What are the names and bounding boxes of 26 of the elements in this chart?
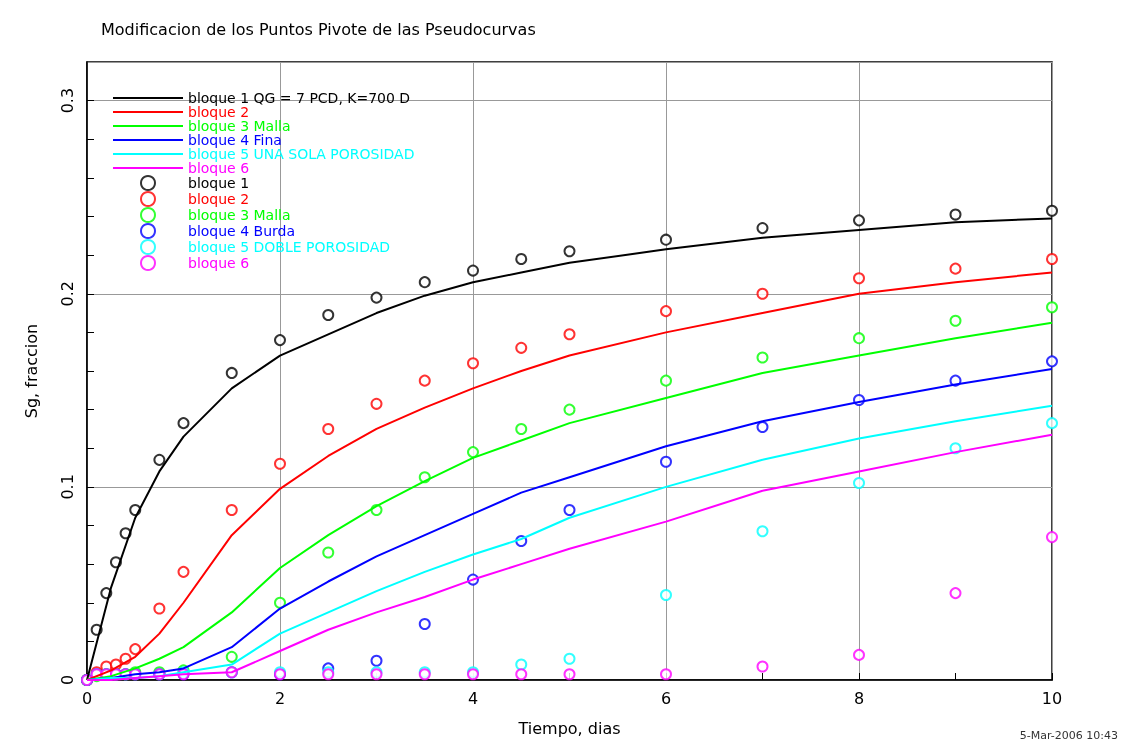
y-tick-label: 0.1 [57,474,77,500]
legend-label: bloque 3 Malla [188,118,291,134]
legend-label: bloque 2 [188,104,250,120]
x-tick-label: 10 [1041,688,1063,708]
legend-label: bloque 3 Malla [188,207,291,223]
legend-label: bloque 1 [188,175,250,191]
y-axis-title: Sg, fraccion [21,323,41,419]
x-tick-label: 4 [467,688,479,708]
x-axis-title: Tiempo, dias [517,718,621,738]
legend-label: bloque 4 Fina [188,132,282,148]
y-tick-label: 0.2 [57,281,77,307]
legend-label: bloque 6 [188,160,250,176]
y-tick-label: 0 [57,674,77,686]
x-tick-label: 0 [81,688,93,708]
legend-label: bloque 6 [188,255,250,271]
legend-label: bloque 5 DOBLE POROSIDAD [188,239,391,255]
x-tick-label: 8 [853,688,865,708]
x-tick-label: 6 [660,688,672,708]
text: 5-Mar-2006 10:43 [1019,729,1119,742]
legend-label: bloque 5 UNA SOLA POROSIDAD [188,146,415,162]
legend-label: bloque 2 [188,191,250,207]
legend-label: bloque 4 Burda [188,223,295,239]
y-tick-label: 0.3 [57,87,77,114]
chart-title: Modificacion de los Puntos Pivote de las Pseudocurvas [101,19,536,39]
x-tick-label: 2 [274,688,286,708]
legend-label: bloque 1 QG = 7 PCD, K=700 D [188,90,411,106]
